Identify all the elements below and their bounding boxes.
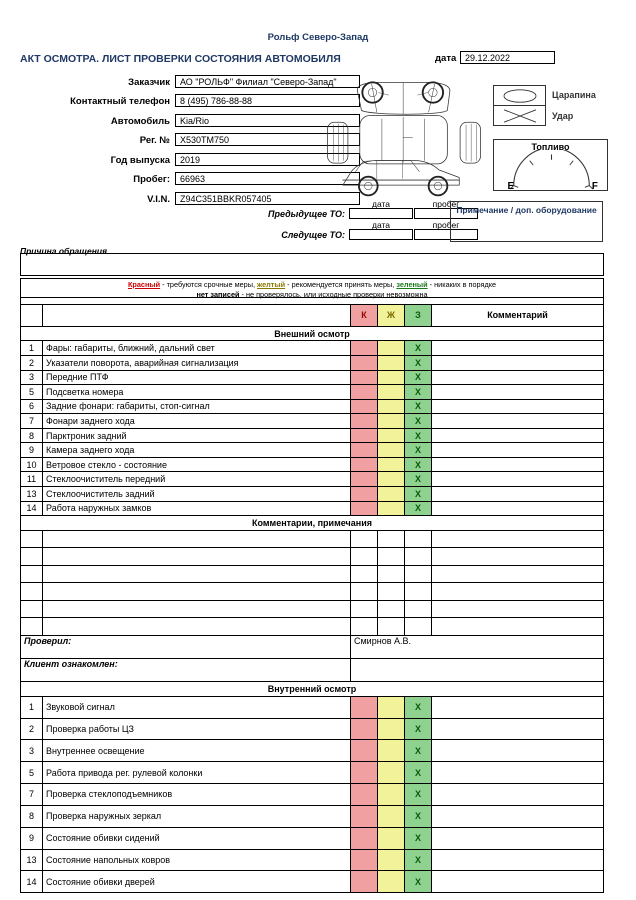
- svg-text:E: E: [508, 181, 515, 190]
- svg-text:F: F: [592, 181, 598, 190]
